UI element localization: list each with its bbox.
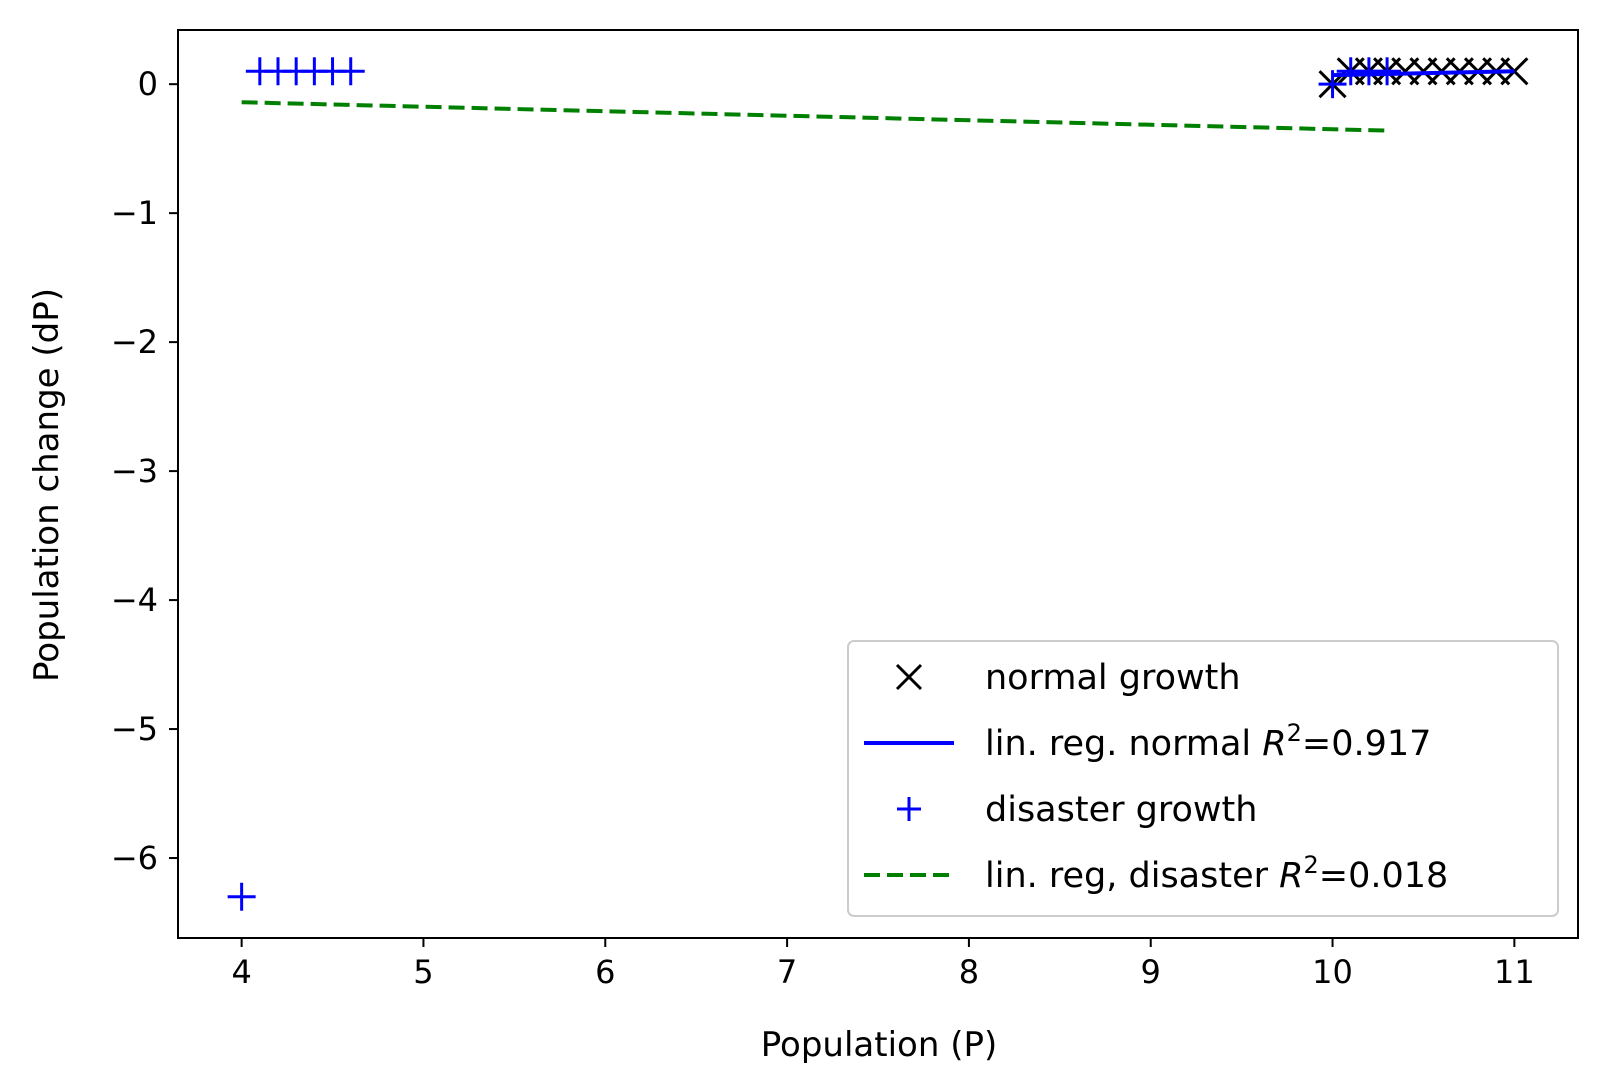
- legend-x-marker-icon-stroke-b: [895, 663, 923, 691]
- y-tick-label-2: −2: [111, 323, 158, 361]
- x-tick-label-7: 11: [1494, 953, 1535, 991]
- legend-box: [847, 640, 1559, 917]
- series-1-regression-line: [1332, 69, 1515, 78]
- legend-plus-marker-icon: [897, 797, 921, 821]
- legend-x-marker-icon: [895, 663, 923, 691]
- series-2-point-0: [227, 882, 256, 911]
- legend-label: lin. reg, disaster: [985, 856, 1269, 896]
- x-tick-label-0: 4: [231, 953, 251, 991]
- legend-r2-exponent: 2: [1287, 719, 1302, 747]
- series-3-regression-line: [241, 100, 1388, 133]
- x-tick-label-2: 6: [595, 953, 615, 991]
- legend-entry-2: disaster growth: [985, 790, 1257, 830]
- legend-r2-spacer: [1268, 856, 1279, 896]
- series-2-point-10: [1373, 57, 1402, 86]
- legend-r2-value: =0.018: [1319, 856, 1449, 896]
- x-tick-label-1: 5: [413, 953, 433, 991]
- x-tick-label-6: 10: [1312, 953, 1353, 991]
- y-tick-label-6: −6: [111, 839, 158, 877]
- x-tick-label-3: 7: [777, 953, 797, 991]
- legend-entry-3: lin. reg, disaster R2=0.018: [985, 851, 1448, 896]
- y-axis-label: Population change (dP): [27, 288, 67, 682]
- y-tick-label-5: −5: [111, 710, 158, 748]
- y-tick-label-3: −3: [111, 452, 158, 490]
- legend-r2-symbol: R: [1279, 856, 1303, 896]
- legend-entry-1: lin. reg. normal R2=0.917: [985, 719, 1431, 764]
- series-2-point-7: [1318, 70, 1347, 99]
- axes-frame: [177, 29, 1579, 939]
- legend-entry-0: normal growth: [985, 658, 1241, 698]
- legend-label: disaster growth: [985, 790, 1257, 830]
- legend-r2-spacer: [1251, 724, 1262, 764]
- legend-r2-exponent: 2: [1303, 851, 1318, 879]
- y-tick-label-0: 0: [138, 65, 158, 103]
- series-2-point-6: [336, 57, 365, 86]
- x-axis-label: Population (P): [761, 1025, 997, 1065]
- x-tick-label-4: 8: [959, 953, 979, 991]
- y-tick-label-1: −1: [111, 194, 158, 232]
- x-tick-label-5: 9: [1141, 953, 1161, 991]
- y-tick-label-4: −4: [111, 581, 158, 619]
- legend-label: normal growth: [985, 658, 1241, 698]
- plot-area: 4 5 6 7 8 9 10 11 0 −1 −2 −3 −4 −5 −6: [111, 29, 1579, 991]
- legend-r2-value: =0.917: [1302, 724, 1432, 764]
- legend-r2-symbol: R: [1262, 724, 1286, 764]
- legend-label: lin. reg. normal: [985, 724, 1251, 764]
